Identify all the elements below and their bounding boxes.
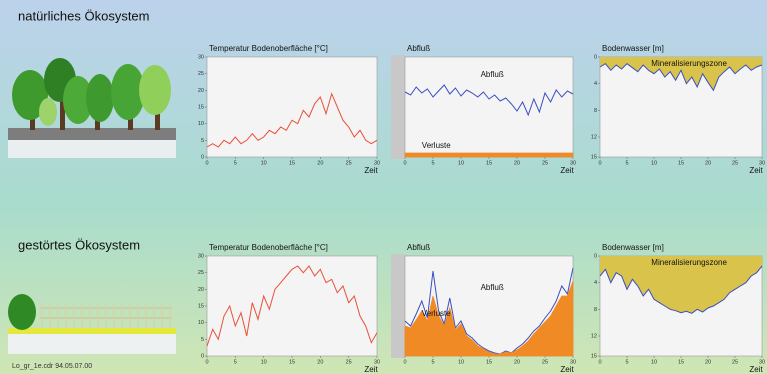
- y-tick-label: 15: [591, 154, 597, 160]
- x-tick-label: 25: [542, 359, 548, 365]
- y-tick-label: 0: [201, 353, 204, 359]
- chart-title: Temperatur Bodenoberfläche [°C]: [209, 44, 328, 53]
- y-tick-label: 0: [594, 253, 597, 259]
- x-tick-label: 5: [234, 359, 237, 365]
- y-tick-label: 4: [594, 280, 597, 286]
- x-tick-label: 10: [458, 160, 464, 166]
- x-tick-label: 10: [651, 359, 657, 365]
- x-tick-label: 10: [651, 160, 657, 166]
- x-tick-label: 5: [625, 359, 628, 365]
- x-tick-label: 10: [261, 160, 267, 166]
- x-tick-label: 30: [759, 160, 765, 166]
- y-tick-label: 15: [591, 353, 597, 359]
- y-tick-label: 0: [594, 54, 597, 60]
- x-tick-label: 20: [514, 160, 520, 166]
- x-tick-label: 0: [205, 160, 208, 166]
- x-tick-label: 20: [705, 160, 711, 166]
- x-tick-label: 15: [486, 160, 492, 166]
- x-tick-label: 15: [289, 160, 295, 166]
- plot-area: [207, 256, 377, 356]
- y-tick-label: 30: [198, 253, 204, 259]
- x-tick-label: 25: [346, 359, 352, 365]
- y-tick-label: 10: [198, 320, 204, 326]
- x-tick-label: 30: [374, 160, 380, 166]
- x-axis-label: Zeit: [749, 365, 763, 374]
- x-tick-label: 30: [570, 160, 576, 166]
- x-axis-label: Zeit: [364, 166, 378, 175]
- plot-area: [207, 57, 377, 157]
- y-tick-label: 5: [201, 138, 204, 144]
- x-tick-label: 15: [289, 359, 295, 365]
- x-tick-label: 25: [542, 160, 548, 166]
- x-tick-label: 20: [317, 359, 323, 365]
- y-tick-label: 20: [198, 287, 204, 293]
- x-axis-label: Zeit: [560, 166, 574, 175]
- y-tick-label: 4: [594, 81, 597, 87]
- y-tick-label: 25: [198, 71, 204, 77]
- x-tick-label: 25: [732, 359, 738, 365]
- x-tick-label: 0: [403, 359, 406, 365]
- x-tick-label: 15: [678, 160, 684, 166]
- x-tick-label: 10: [261, 359, 267, 365]
- x-tick-label: 0: [205, 359, 208, 365]
- y-tick-label: 12: [591, 333, 597, 339]
- x-tick-label: 0: [403, 160, 406, 166]
- x-tick-label: 15: [486, 359, 492, 365]
- x-axis-label: Zeit: [560, 365, 574, 374]
- chart-title: Bodenwasser [m]: [602, 243, 664, 252]
- x-tick-label: 0: [598, 160, 601, 166]
- x-tick-label: 15: [678, 359, 684, 365]
- chart-title: Abfluß: [407, 44, 430, 53]
- x-tick-label: 30: [570, 359, 576, 365]
- x-tick-label: 5: [431, 160, 434, 166]
- x-tick-label: 10: [458, 359, 464, 365]
- figure: natürliches Ökosystem gestörtes Ökosyste…: [0, 0, 767, 374]
- chart-title: Bodenwasser [m]: [602, 44, 664, 53]
- x-axis-label: Zeit: [364, 365, 378, 374]
- y-tick-label: 30: [198, 54, 204, 60]
- y-tick-label: 15: [198, 104, 204, 110]
- annotation: Mineralisierungszone: [651, 59, 727, 68]
- area: [405, 153, 573, 157]
- axis-band: [391, 55, 405, 159]
- y-tick-label: 10: [198, 121, 204, 127]
- x-tick-label: 30: [374, 359, 380, 365]
- x-tick-label: 0: [598, 359, 601, 365]
- axis-band: [391, 254, 405, 358]
- series-label: Abfluß: [481, 283, 504, 292]
- x-tick-label: 25: [732, 160, 738, 166]
- x-tick-label: 25: [346, 160, 352, 166]
- y-tick-label: 15: [198, 303, 204, 309]
- footer: Lo_gr_1e.cdr 94.05.07.00: [12, 363, 92, 370]
- x-tick-label: 20: [705, 359, 711, 365]
- chart-title: Abfluß: [407, 243, 430, 252]
- x-tick-label: 30: [759, 359, 765, 365]
- x-tick-label: 5: [234, 160, 237, 166]
- y-tick-label: 12: [591, 134, 597, 140]
- x-tick-label: 20: [317, 160, 323, 166]
- annotation: Mineralisierungszone: [651, 258, 727, 267]
- x-tick-label: 5: [431, 359, 434, 365]
- x-tick-label: 20: [514, 359, 520, 365]
- series-label: Verluste: [422, 141, 451, 150]
- x-tick-label: 5: [625, 160, 628, 166]
- section-title: gestörtes Ökosystem: [18, 237, 140, 252]
- section-title: natürliches Ökosystem: [18, 8, 150, 23]
- y-tick-label: 8: [594, 108, 597, 114]
- y-tick-label: 8: [594, 307, 597, 313]
- y-tick-label: 25: [198, 270, 204, 276]
- chart-title: Temperatur Bodenoberfläche [°C]: [209, 243, 328, 252]
- y-tick-label: 0: [201, 154, 204, 160]
- series-label: Verluste: [422, 309, 451, 318]
- y-tick-label: 5: [201, 337, 204, 343]
- series-label: Abfluß: [481, 70, 504, 79]
- x-axis-label: Zeit: [749, 166, 763, 175]
- y-tick-label: 20: [198, 88, 204, 94]
